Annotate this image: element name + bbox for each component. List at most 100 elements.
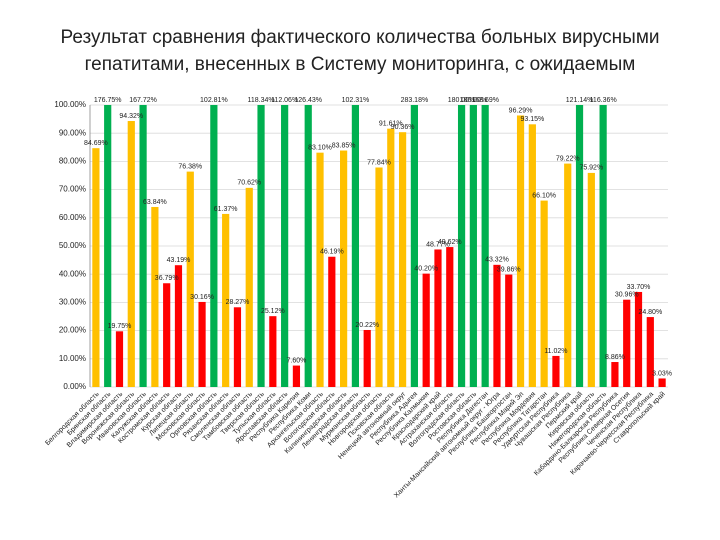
bar: [599, 105, 607, 387]
bar: [292, 365, 301, 387]
value-label: 63.84%: [143, 199, 167, 206]
bar: [281, 105, 289, 387]
bar: [564, 163, 572, 387]
bar: [104, 105, 112, 387]
bar: [587, 172, 595, 387]
value-label: 90.36%: [391, 124, 415, 131]
value-label: 43.32%: [485, 257, 509, 264]
bar: [658, 378, 666, 387]
value-label: 43.19%: [167, 257, 191, 264]
bar: [422, 273, 430, 387]
bar: [434, 249, 442, 387]
bar: [540, 200, 548, 387]
value-label: 7.60%: [286, 357, 306, 364]
value-label: 49.62%: [438, 239, 462, 246]
bar: [552, 355, 560, 387]
value-label: 33.70%: [627, 284, 651, 291]
title-line: гепатитами, внесенных в Систему монитори…: [84, 54, 636, 75]
bar: [623, 299, 631, 387]
bar: [611, 362, 619, 387]
y-tick-label: 50.00%: [59, 241, 86, 250]
bar: [269, 316, 277, 387]
bar: [328, 256, 336, 387]
value-label: 39.86%: [497, 266, 521, 273]
bar: [646, 317, 654, 387]
value-label: 36.79%: [155, 275, 179, 282]
value-label: 167.72%: [129, 97, 157, 104]
bar: [139, 105, 147, 387]
value-label: 8.86%: [605, 354, 625, 361]
value-label: 61.37%: [214, 206, 238, 213]
bar: [245, 187, 253, 387]
bar: [528, 124, 536, 387]
bar: [304, 105, 312, 387]
value-label: 76.38%: [178, 163, 202, 170]
value-label: 176.75%: [94, 97, 122, 104]
value-label: 77.84%: [367, 159, 391, 166]
bar: [363, 329, 371, 387]
value-label: 48.77%: [426, 241, 450, 248]
bars: [92, 105, 666, 387]
value-label: 118.34%: [247, 97, 274, 104]
value-label: 180.00%: [460, 97, 488, 104]
value-label: 19.75%: [108, 323, 132, 330]
bar: [481, 105, 489, 387]
chart-title: Результат сравнения фактического количес…: [20, 24, 700, 78]
value-label: 83.85%: [332, 142, 356, 149]
value-label: 121.14%: [566, 97, 594, 104]
bar: [493, 264, 501, 387]
bar: [387, 128, 395, 387]
bar: [151, 206, 159, 387]
value-label: 46.19%: [320, 249, 344, 256]
bar: [186, 171, 194, 387]
y-tick-label: 0.00%: [63, 382, 86, 391]
value-label: 3.03%: [652, 370, 672, 377]
value-label: 20.22%: [355, 322, 379, 329]
bar: [316, 152, 324, 387]
bar: [505, 274, 513, 387]
value-label: 116.36%: [590, 97, 617, 104]
bar: [457, 105, 466, 387]
title-line: Результат сравнения фактического количес…: [60, 27, 660, 48]
value-label: 30.96%: [615, 292, 639, 299]
bar: [351, 105, 360, 387]
bar: [340, 150, 348, 387]
bar: [222, 213, 230, 387]
bar: [115, 331, 124, 387]
value-label: 96.29%: [509, 107, 533, 114]
value-label: 112.06%: [271, 97, 298, 104]
bar: [127, 121, 135, 387]
bar: [257, 105, 265, 387]
bar: [634, 291, 643, 387]
bar: [446, 247, 454, 387]
bar: [174, 265, 183, 387]
bar: [398, 132, 407, 387]
value-label: 102.31%: [342, 97, 370, 104]
bar: [575, 105, 584, 387]
value-label: 66.10%: [532, 192, 556, 199]
y-tick-label: 20.00%: [59, 326, 86, 335]
value-label: 91.61%: [379, 121, 403, 128]
value-label: 283.18%: [401, 97, 429, 104]
bar: [233, 307, 242, 387]
y-tick-label: 60.00%: [59, 213, 86, 222]
bar: [410, 105, 418, 387]
value-label: 75.92%: [579, 165, 603, 172]
bar: [163, 283, 171, 387]
y-tick-label: 80.00%: [59, 157, 86, 166]
y-tick-label: 70.00%: [59, 185, 86, 194]
value-label: 30.16%: [190, 294, 214, 301]
value-label: 126.43%: [294, 97, 322, 104]
value-label: 11.02%: [544, 348, 567, 355]
y-tick-label: 10.00%: [59, 354, 86, 363]
value-label: 84.69%: [84, 140, 108, 147]
value-label: 24.80%: [638, 309, 662, 316]
grid: [89, 104, 668, 388]
value-label: 25.12%: [261, 308, 285, 315]
y-tick-label: 100.00%: [54, 100, 86, 109]
bar: [375, 167, 383, 387]
bar: [198, 301, 206, 387]
value-label: 94.32%: [119, 113, 143, 120]
